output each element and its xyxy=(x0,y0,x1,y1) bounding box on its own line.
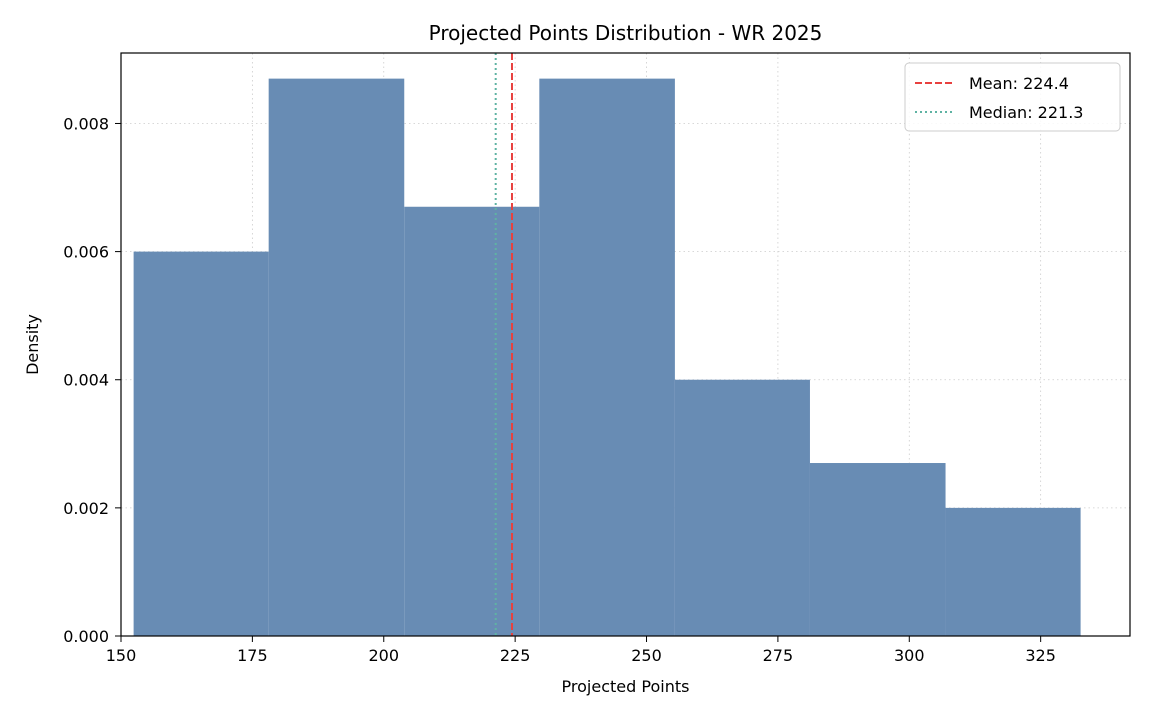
histogram-bar xyxy=(404,206,540,636)
x-tick-label: 325 xyxy=(1025,646,1056,665)
y-axis-label: Density xyxy=(23,314,42,375)
x-tick-label: 300 xyxy=(894,646,925,665)
x-tick-label: 150 xyxy=(106,646,137,665)
legend-label: Median: 221.3 xyxy=(969,103,1083,122)
x-tick-label: 175 xyxy=(237,646,268,665)
x-tick-label: 200 xyxy=(368,646,399,665)
histogram-bar xyxy=(268,78,405,637)
histogram-bar xyxy=(945,507,1081,636)
histogram-bar xyxy=(674,379,810,636)
histogram-bar xyxy=(809,463,946,636)
x-tick-label: 225 xyxy=(500,646,531,665)
y-tick-label: 0.008 xyxy=(63,114,109,133)
y-tick-label: 0.004 xyxy=(63,371,109,390)
x-tick-label: 275 xyxy=(763,646,794,665)
plot-frame xyxy=(120,52,1131,637)
x-axis-label: Projected Points xyxy=(562,677,690,696)
histogram-bars xyxy=(133,78,1081,637)
legend-label: Mean: 224.4 xyxy=(969,74,1069,93)
y-tick-label: 0.006 xyxy=(63,243,109,262)
histogram-bar xyxy=(539,78,675,637)
legend: Mean: 224.4 Median: 221.3 xyxy=(904,62,1121,132)
legend-box xyxy=(904,62,1121,132)
y-tick-label: 0.002 xyxy=(63,499,109,518)
reference-lines xyxy=(494,53,513,636)
y-axis: 0.000 0.002 0.004 0.006 0.008 xyxy=(63,114,121,646)
chart-title: Projected Points Distribution - WR 2025 xyxy=(429,21,823,45)
x-axis: 150 175 200 225 250 275 300 325 xyxy=(106,636,1056,665)
x-tick-label: 250 xyxy=(631,646,662,665)
histogram-bar xyxy=(133,251,269,636)
y-tick-label: 0.000 xyxy=(63,627,109,646)
